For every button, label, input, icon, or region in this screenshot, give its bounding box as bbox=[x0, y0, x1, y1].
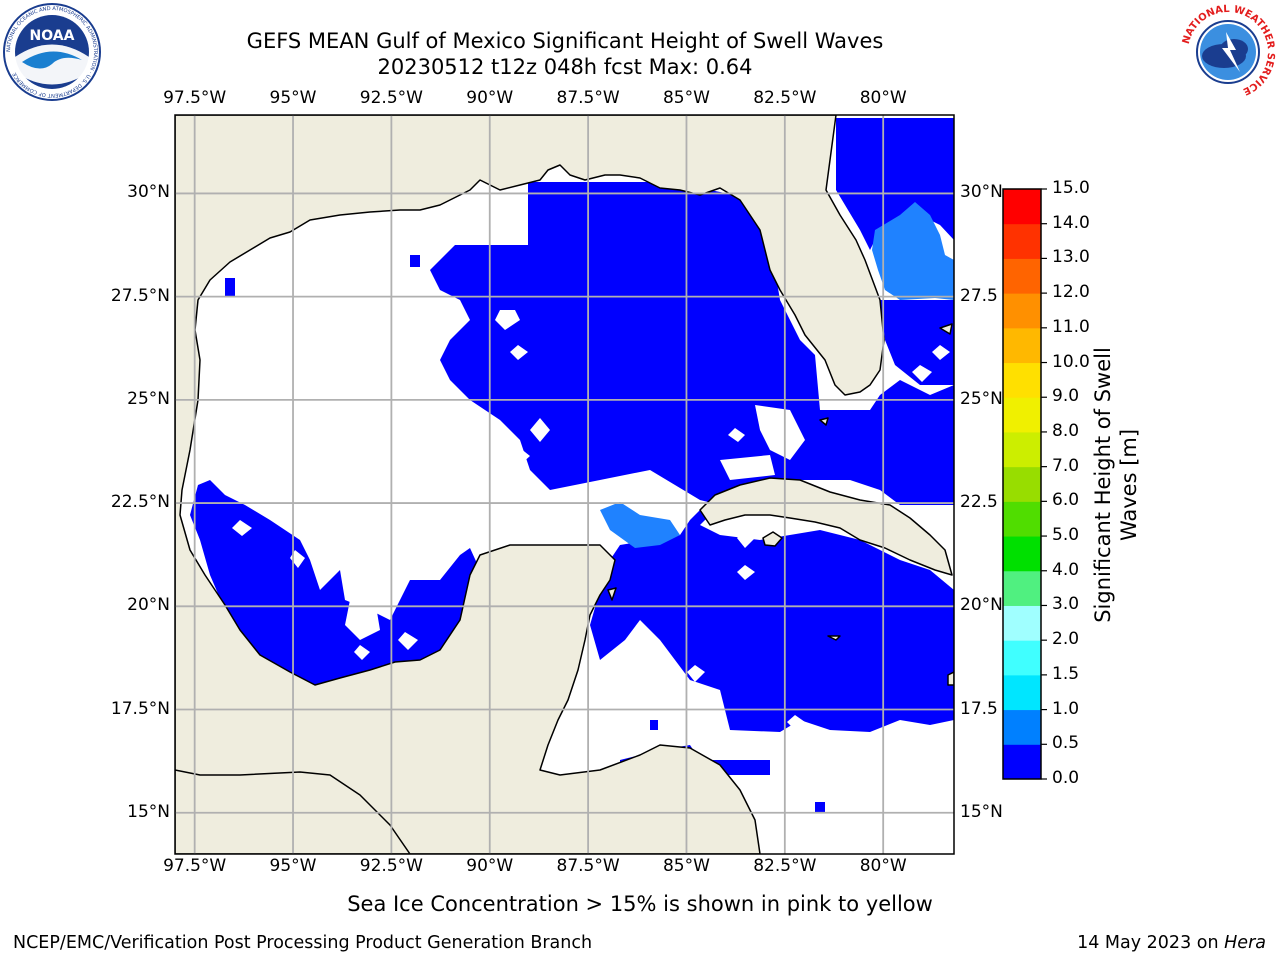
colorbar-tick-label: 6.0 bbox=[1052, 490, 1080, 511]
colorbar-bin bbox=[1003, 431, 1041, 468]
lat-tick-label: 17.5 bbox=[960, 698, 998, 719]
colorbar-tick-label: 8.0 bbox=[1052, 420, 1080, 441]
colorbar-tick-label: 14.0 bbox=[1052, 212, 1090, 233]
lon-tick-label: 97.5°W bbox=[163, 88, 227, 108]
colorbar-bin bbox=[1003, 466, 1041, 502]
lon-tick-label: 92.5°W bbox=[359, 88, 423, 108]
lat-tick-label: 15°N bbox=[960, 801, 1003, 822]
lon-tick-label: 82.5°W bbox=[753, 856, 817, 876]
sea-ice-note: Sea Ice Concentration > 15% is shown in … bbox=[347, 892, 933, 916]
host-name: Hera bbox=[1224, 933, 1266, 953]
colorbar-bin bbox=[1003, 640, 1041, 676]
colorbar bbox=[1003, 188, 1047, 780]
colorbar-bin bbox=[1003, 570, 1041, 606]
colorbar-bin bbox=[1003, 327, 1041, 364]
lon-tick-label: 90°W bbox=[466, 856, 514, 876]
colorbar-bin bbox=[1003, 397, 1041, 433]
colorbar-bin bbox=[1003, 709, 1041, 745]
map-frame bbox=[174, 114, 955, 855]
colorbar-tick-label: 10.0 bbox=[1052, 351, 1090, 372]
nws-logo: NATIONAL WEATHER SERVICE bbox=[1180, 4, 1276, 100]
lat-tick-label: 20°N bbox=[127, 595, 170, 616]
colorbar-tick-label: 7.0 bbox=[1052, 455, 1080, 476]
colorbar-tick-label: 0.5 bbox=[1052, 733, 1080, 754]
colorbar-tick-label: 4.0 bbox=[1052, 559, 1080, 580]
lon-tick-label: 92.5°W bbox=[359, 856, 423, 876]
noaa-logo: NOAA NATIONAL OCEANIC AND ATMOSPHERIC AD… bbox=[3, 3, 101, 101]
colorbar-bin bbox=[1003, 189, 1041, 225]
no-data-holes bbox=[232, 310, 950, 730]
lat-tick-label: 27.5°N bbox=[110, 285, 170, 306]
colorbar-bin bbox=[1003, 223, 1041, 259]
lon-tick-label: 87.5°W bbox=[556, 88, 620, 108]
lat-tick-label: 30°N bbox=[960, 182, 1003, 203]
chart-subtitle: 20230512 t12z 048h fcst Max: 0.64 bbox=[377, 55, 753, 79]
lat-tick-label: 30°N bbox=[127, 182, 170, 203]
swell-field-0.5-1.0 bbox=[175, 202, 954, 854]
colorbar-bin bbox=[1003, 744, 1041, 780]
lon-tick-label: 95°W bbox=[269, 88, 317, 108]
lon-tick-label: 80°W bbox=[859, 856, 907, 876]
chart-title: GEFS MEAN Gulf of Mexico Significant Hei… bbox=[246, 29, 884, 53]
credit-text: NCEP/EMC/Verification Post Processing Pr… bbox=[13, 933, 593, 953]
colorbar-label-line1: Significant Height of Swell bbox=[1091, 347, 1115, 623]
lat-tick-label: 22.5°N bbox=[110, 492, 170, 513]
lon-tick-label: 97.5°W bbox=[163, 856, 227, 876]
colorbar-tick-label: 13.0 bbox=[1052, 247, 1090, 268]
lat-tick-label: 22.5 bbox=[960, 492, 998, 513]
graticule bbox=[175, 115, 954, 854]
lon-tick-label: 82.5°W bbox=[753, 88, 817, 108]
colorbar-tick-label: 1.5 bbox=[1052, 663, 1080, 684]
lat-tick-label: 27.5 bbox=[960, 285, 998, 306]
colorbar-bin bbox=[1003, 536, 1041, 572]
colorbar-tick-label: 11.0 bbox=[1052, 316, 1090, 337]
colorbar-bin bbox=[1003, 674, 1041, 711]
lon-tick-label: 95°W bbox=[269, 856, 317, 876]
colorbar-bin bbox=[1003, 293, 1041, 329]
colorbar-tick-label: 1.0 bbox=[1052, 698, 1080, 719]
lat-tick-label: 15°N bbox=[127, 801, 170, 822]
lat-tick-label: 20°N bbox=[960, 595, 1003, 616]
date-text: 14 May 2023 on bbox=[1077, 933, 1225, 953]
colorbar-bin bbox=[1003, 258, 1041, 294]
lon-tick-label: 80°W bbox=[859, 88, 907, 108]
lat-tick-label: 25°N bbox=[127, 388, 170, 409]
lon-tick-label: 85°W bbox=[662, 856, 710, 876]
lon-tick-label: 90°W bbox=[466, 88, 514, 108]
lat-tick-label: 25°N bbox=[960, 388, 1003, 409]
lat-tick-label: 17.5°N bbox=[110, 698, 170, 719]
colorbar-tick-label: 9.0 bbox=[1052, 386, 1080, 407]
lon-tick-label: 87.5°W bbox=[556, 856, 620, 876]
noaa-logo-text: NOAA bbox=[30, 28, 75, 44]
lon-tick-label: 85°W bbox=[662, 88, 710, 108]
colorbar-label-line2: Waves [m] bbox=[1117, 428, 1141, 542]
colorbar-tick-label: 0.0 bbox=[1052, 768, 1080, 788]
colorbar-tick-label: 15.0 bbox=[1052, 178, 1090, 198]
date-stamp: 14 May 2023 on Hera bbox=[1077, 933, 1266, 953]
colorbar-frame bbox=[1002, 188, 1042, 780]
colorbar-tick-label: 3.0 bbox=[1052, 594, 1080, 615]
colorbar-bin bbox=[1003, 605, 1041, 641]
colorbar-tick-label: 5.0 bbox=[1052, 525, 1080, 546]
colorbar-tick-label: 2.0 bbox=[1052, 629, 1080, 650]
colorbar-bin bbox=[1003, 362, 1041, 398]
colorbar-tick-label: 12.0 bbox=[1052, 282, 1090, 303]
colorbar-bin bbox=[1003, 501, 1041, 537]
map-panel bbox=[175, 115, 954, 854]
colorbar-label: Significant Height of Swell Waves [m] bbox=[1090, 347, 1142, 623]
